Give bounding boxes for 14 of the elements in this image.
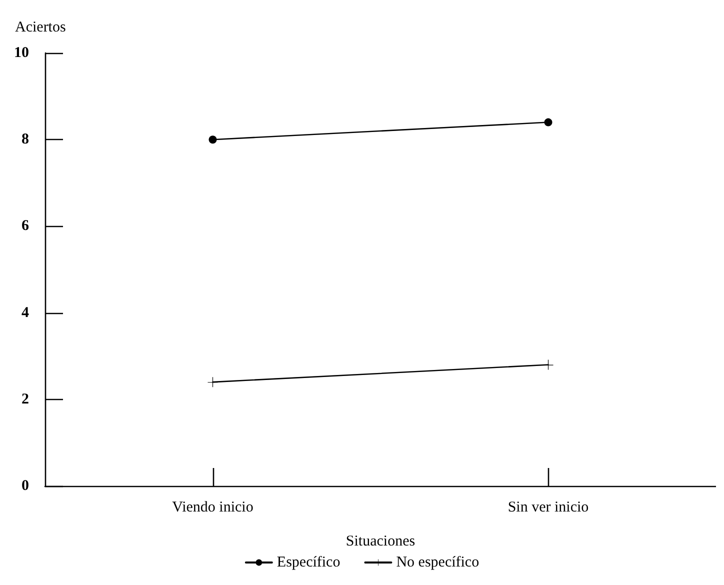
x-tick-label: Sin ver inicio: [508, 500, 589, 516]
y-tick-label: 2: [22, 391, 29, 408]
y-tick-label: 8: [22, 132, 29, 148]
y-tick-label: 0: [22, 478, 29, 494]
point: [208, 136, 217, 144]
y-axis-title: Aciertos: [15, 20, 66, 36]
y-tick-label: 4: [22, 304, 30, 321]
legend-label: Específico: [276, 554, 340, 570]
legend-label: No específico: [396, 554, 480, 570]
y-tick-label: 6: [22, 218, 30, 234]
x-axis-title: Situaciones: [346, 534, 416, 550]
x-tick-label: Viendo inicio: [172, 500, 254, 516]
point: [544, 118, 552, 126]
y-tick-label: 10: [14, 45, 29, 61]
